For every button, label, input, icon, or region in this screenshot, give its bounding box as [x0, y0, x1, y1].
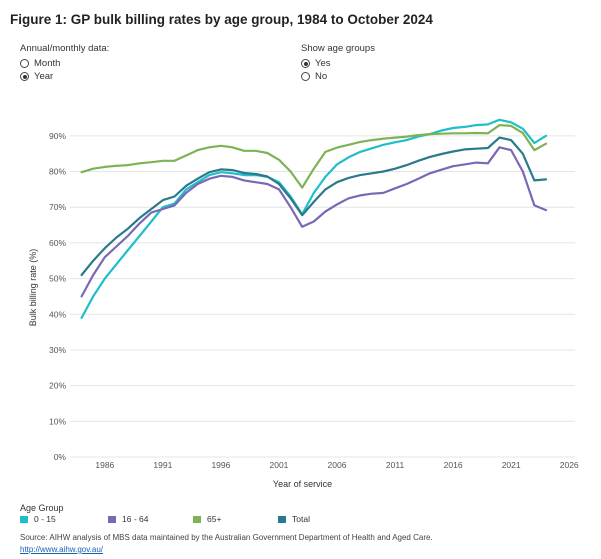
y-tick-label: 10% [49, 416, 66, 426]
legend-item-total[interactable]: Total [278, 514, 310, 524]
radio-month-indicator[interactable] [20, 59, 29, 68]
y-tick-label: 90% [49, 131, 66, 141]
line-chart: 0% 10% 20% 30% 40% 50% 60% 70% 80% 90% 1986 1991 199… [28, 118, 579, 489]
radio-yes-indicator[interactable] [301, 59, 310, 68]
x-tick-label: 2021 [502, 460, 521, 470]
legend-swatch-0-15 [20, 515, 28, 523]
frequency-control: Annual/monthly data: Month Year [20, 43, 109, 83]
series-line-16-64 [80, 146, 548, 298]
x-tick-label: 2006 [328, 460, 347, 470]
legend-item-65-plus[interactable]: 65+ [193, 514, 221, 524]
y-tick-label: 60% [49, 238, 66, 248]
source-note: Source: AIHW analysis of MBS data mainta… [20, 533, 433, 542]
x-tick-label: 2026 [560, 460, 579, 470]
y-tick-label: 50% [49, 274, 66, 284]
age-groups-control: Show age groups Yes No [301, 43, 375, 83]
radio-year[interactable]: Year [20, 70, 109, 83]
legend-item-16-64[interactable]: 16 - 64 [108, 514, 148, 524]
legend-label-0-15: 0 - 15 [34, 514, 56, 524]
x-tick-label: 1996 [211, 460, 230, 470]
series-line-0-15 [80, 118, 548, 319]
x-tick-label: 1991 [153, 460, 172, 470]
radio-no-indicator[interactable] [301, 72, 310, 81]
legend-label-total: Total [292, 514, 310, 524]
radio-month[interactable]: Month [20, 57, 109, 70]
y-tick-label: 0% [54, 452, 67, 462]
legend-label-65-plus: 65+ [207, 514, 222, 524]
radio-year-indicator[interactable] [20, 72, 29, 81]
x-tick-label: 2016 [444, 460, 463, 470]
y-tick-label: 40% [49, 309, 66, 319]
radio-yes-label: Yes [315, 58, 331, 69]
y-axis-title: Bulk billing rate (%) [28, 249, 38, 327]
frequency-control-title: Annual/monthly data: [20, 43, 110, 54]
x-tick-label: 2001 [270, 460, 289, 470]
y-tick-label: 30% [49, 345, 66, 355]
radio-month-label: Month [34, 58, 61, 69]
radio-no-label: No [315, 71, 328, 82]
radio-no[interactable]: No [301, 70, 375, 83]
legend-title: Age Group [20, 503, 64, 513]
legend-swatch-16-64 [108, 515, 116, 523]
series-line-total [80, 136, 548, 277]
x-tick-label: 2011 [386, 460, 405, 470]
source-link[interactable]: http://www.aihw.gov.au/ [20, 545, 104, 554]
series-line-65 [80, 124, 548, 189]
legend-swatch-total [278, 515, 286, 523]
age-groups-control-title: Show age groups [301, 43, 375, 54]
x-axis-title: Year of service [273, 479, 332, 489]
legend-swatch-65-plus [193, 515, 201, 523]
legend-label-16-64: 16 - 64 [122, 514, 149, 524]
y-tick-label: 80% [49, 167, 66, 177]
y-tick-label: 70% [49, 202, 66, 212]
radio-yes[interactable]: Yes [301, 57, 375, 70]
legend-item-0-15[interactable]: 0 - 15 [20, 514, 56, 524]
radio-year-label: Year [34, 71, 54, 82]
y-tick-label: 20% [49, 381, 66, 391]
figure-title: Figure 1: GP bulk billing rates by age g… [10, 12, 433, 27]
x-tick-label: 1986 [95, 460, 114, 470]
